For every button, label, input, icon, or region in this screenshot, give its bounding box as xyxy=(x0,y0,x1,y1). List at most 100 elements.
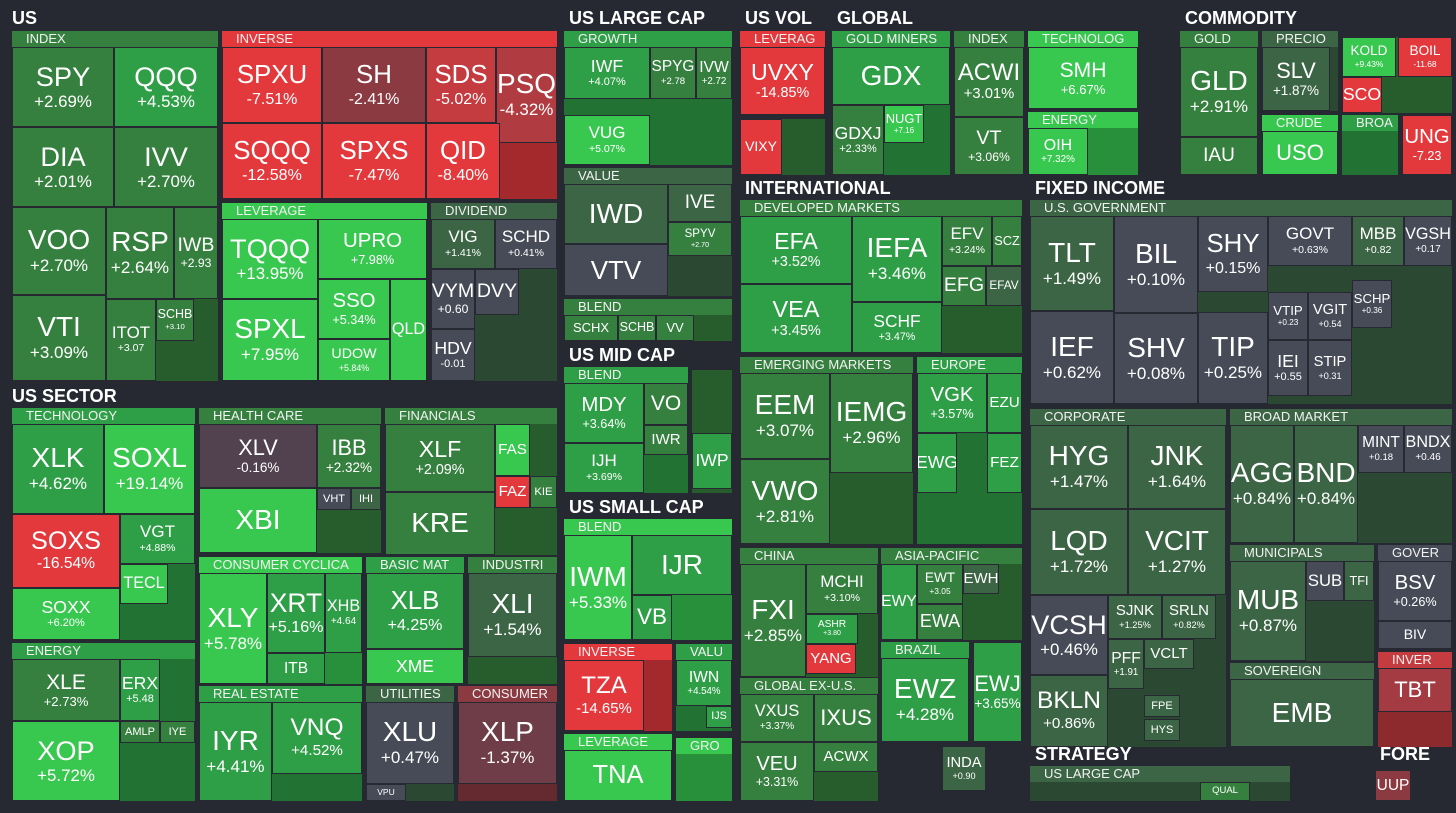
etf-tile: XHB +4.64 xyxy=(325,573,362,653)
group-label: GOVER xyxy=(1378,545,1452,561)
section-title: US SECTOR xyxy=(12,386,117,406)
etf-tile: TLT +1.49% xyxy=(1030,216,1114,311)
group: TECHNOLOG SMH +6.67% xyxy=(1028,31,1138,109)
etf-tile: SMH +6.67% xyxy=(1028,47,1138,109)
group: UTILITIES XLU +0.47% VPU xyxy=(366,686,454,801)
group-label: BLEND xyxy=(564,367,688,383)
change: +0.87% xyxy=(1238,616,1298,636)
etf-tile: TECL xyxy=(120,564,168,604)
ticker: IEF xyxy=(1050,330,1094,362)
etf-tile: SPYG +2.78 xyxy=(650,47,696,99)
group: LEVERAG UVXY -14.85% xyxy=(740,31,825,115)
group: BLEND SCHX SCHB VV xyxy=(564,299,732,341)
change: +0.55 xyxy=(1274,371,1302,384)
group: PRECIO SLV +1.87% xyxy=(1262,31,1338,111)
group-label: CHINA xyxy=(740,548,878,564)
etf-tile: AMLP xyxy=(120,721,160,743)
etf-tile: UPRO +7.98% xyxy=(318,219,427,279)
etf-tile: VIXY xyxy=(740,119,782,175)
etf-tile: TFI xyxy=(1344,561,1374,601)
etf-tile: UVXY -14.85% xyxy=(740,47,825,115)
change: +0.17 xyxy=(1415,243,1441,255)
group-label: FINANCIALS xyxy=(385,408,557,424)
ticker: VV xyxy=(666,319,684,335)
etf-tile: IBB +2.32% xyxy=(317,424,381,488)
group-label: BASIC MAT xyxy=(366,557,464,573)
group-label: DIVIDEND xyxy=(431,203,557,219)
etf-tile: EFG xyxy=(942,266,986,306)
ticker: SCO xyxy=(1342,84,1382,105)
group: SOVEREIGN EMB xyxy=(1230,663,1374,747)
ticker: VTI xyxy=(37,311,81,343)
ticker: SPY xyxy=(35,60,91,92)
etf-tile: VEU +3.31% xyxy=(740,742,814,801)
group-label: EUROPE xyxy=(917,357,1022,373)
etf-tile: ACWI +3.01% xyxy=(954,47,1024,117)
etf-tile: SHY +0.15% xyxy=(1198,216,1268,292)
change: +3.65% xyxy=(974,696,1021,712)
group-label: ENERGY xyxy=(12,643,195,659)
section-title: FORE xyxy=(1380,744,1431,764)
etf-tile: UNG -7.23 xyxy=(1402,115,1452,175)
group: BASIC MAT XLB +4.25% XME xyxy=(366,557,464,684)
ticker: XLI xyxy=(491,588,534,620)
change: +2.72 xyxy=(701,75,727,87)
etf-tile: IJH +3.69% xyxy=(564,443,644,493)
ticker: FEZ xyxy=(990,453,1019,471)
group: CONSUMER CYCLICA XLY +5.78% XRT +5.16% XHB +4.… xyxy=(199,557,362,684)
ticker: VHT xyxy=(323,492,345,505)
ticker: SPXL xyxy=(234,313,306,345)
etf-tile: EWJ +3.65% xyxy=(973,642,1022,742)
group-label: GRO xyxy=(676,738,732,754)
change: +2.64% xyxy=(110,258,170,278)
etf-tile: IJS xyxy=(706,706,732,728)
ticker: MCHI xyxy=(820,572,864,592)
etf-tile: XME xyxy=(366,649,464,684)
ticker: XLF xyxy=(418,435,462,462)
ticker: EWA xyxy=(919,611,961,632)
etf-tile: FPE xyxy=(1144,695,1180,717)
etf-tile: VCSH +0.46% xyxy=(1030,595,1108,675)
change: +0.86% xyxy=(1043,715,1095,733)
ticker: VCSH xyxy=(1031,608,1107,640)
etf-tile: SQQQ -12.58% xyxy=(222,123,322,199)
ticker: SSO xyxy=(332,290,376,313)
change: +0.84% xyxy=(1232,489,1292,509)
ticker: EWY xyxy=(881,593,917,611)
ticker: UNG xyxy=(1404,126,1450,149)
etf-tile: EFA +3.52% xyxy=(740,216,852,284)
group: BLEND MDY +3.64% VO IWR IJH +3.69% xyxy=(564,367,688,493)
etf-tile: EFV +3.24% xyxy=(942,216,992,266)
etf-tile: HYG +1.47% xyxy=(1030,425,1128,509)
group: BRAZIL EWZ +4.28% xyxy=(881,642,969,742)
change: -1.37% xyxy=(480,748,535,768)
change: +0.47% xyxy=(380,748,440,768)
change: +0.62% xyxy=(1042,362,1102,382)
ticker: UPRO xyxy=(343,230,402,253)
etf-tile: TQQQ +13.95% xyxy=(222,219,318,299)
etf-tile: ITB xyxy=(267,653,325,684)
ticker: VYM xyxy=(431,279,475,302)
etf-tile: SCO xyxy=(1342,77,1382,113)
etf-tile: IWB +2.93 xyxy=(174,207,218,299)
ticker: LQD xyxy=(1050,525,1108,557)
ticker: HYS xyxy=(1150,723,1174,736)
etf-tile: SOXL +19.14% xyxy=(104,424,195,514)
etf-tile: XLV -0.16% xyxy=(199,424,317,488)
ticker: IBB xyxy=(331,434,367,460)
ticker: IYR xyxy=(212,724,259,756)
ticker: IEI xyxy=(1277,350,1299,371)
group: REAL ESTATE IYR +4.41% VNQ +4.52% xyxy=(199,686,362,801)
ticker: DIA xyxy=(40,140,86,172)
change: +4.25% xyxy=(387,615,443,634)
group: INDUSTRI XLI +1.54% xyxy=(468,557,557,684)
ticker: VCLT xyxy=(1150,644,1188,662)
change: +3.64% xyxy=(582,416,626,431)
ticker: EMB xyxy=(1271,696,1333,728)
change: +3.46% xyxy=(867,264,927,284)
change: +0.15% xyxy=(1205,258,1261,277)
ticker: SH xyxy=(356,61,392,90)
group-label: BROAD MARKET xyxy=(1230,409,1452,425)
group-label: US LARGE CAP xyxy=(1030,766,1290,782)
group: CRUDE USO xyxy=(1262,115,1338,175)
